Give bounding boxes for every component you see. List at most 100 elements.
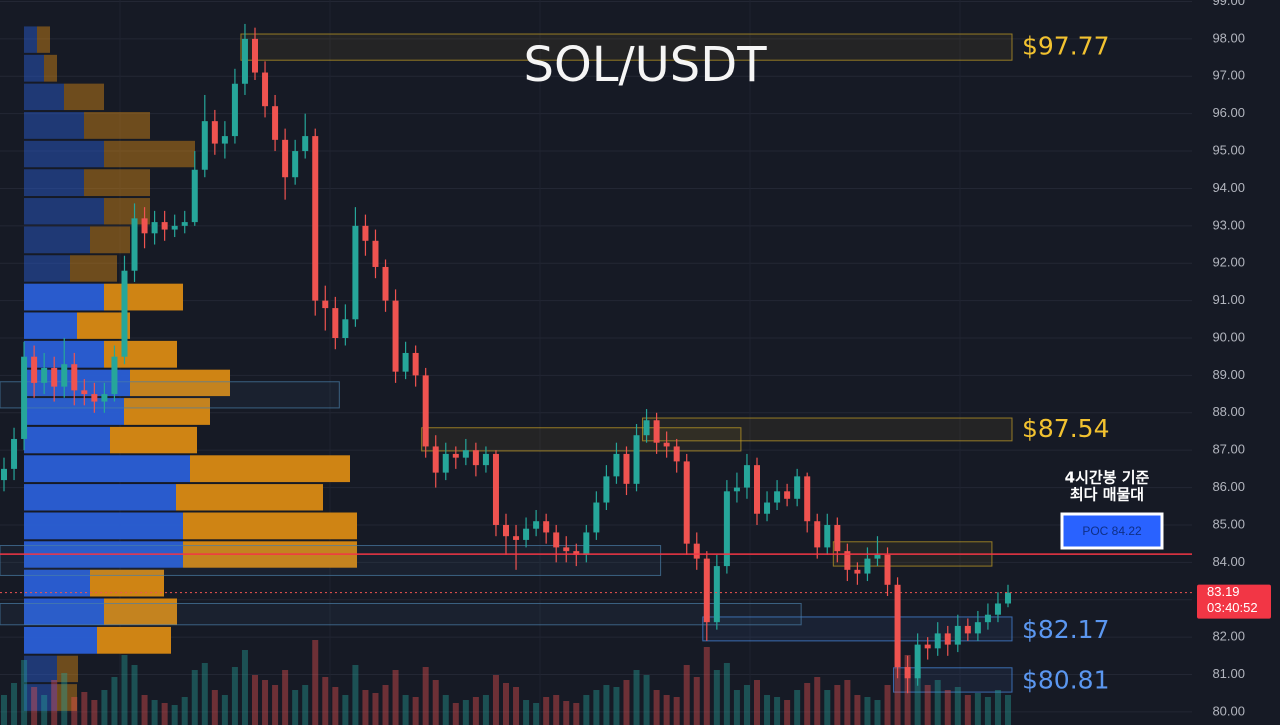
volume-bar [954, 687, 961, 725]
volume-bar [723, 663, 730, 725]
y-tick-label: 94.00 [1212, 180, 1245, 195]
candle-body [41, 367, 48, 383]
zone-box [0, 545, 662, 576]
candle-body [312, 136, 319, 301]
volume-bar [402, 695, 409, 725]
profile-sell [124, 398, 210, 425]
candle-body [713, 566, 720, 623]
profile-sell [104, 283, 183, 311]
volume-bar [352, 665, 359, 725]
candle-body [633, 435, 640, 484]
candle-body [1, 468, 7, 481]
volume-bar [994, 690, 1001, 725]
volume-bar [864, 697, 871, 725]
profile-buy [24, 426, 110, 454]
candle-body [302, 136, 309, 152]
zone-label: $87.54 [1022, 414, 1109, 443]
candle-body [743, 465, 750, 488]
volume-bar [794, 690, 801, 725]
profile-buy [24, 226, 90, 254]
volume-bar [221, 695, 228, 725]
volume-bar [784, 700, 791, 725]
zone-box [893, 667, 1013, 693]
candle-body [804, 476, 811, 522]
candle-body [412, 352, 419, 376]
candle-body [553, 532, 560, 548]
candle-body [693, 543, 700, 559]
profile-buy [24, 455, 190, 483]
volume-bar [252, 675, 258, 725]
profile-sell [110, 426, 197, 454]
candle-body [844, 551, 851, 570]
profile-sell [190, 455, 350, 483]
volume-bar [553, 695, 560, 725]
profile-sell [130, 369, 230, 397]
volume-bar [292, 690, 299, 725]
volume-bar [332, 687, 339, 725]
volume-bar [563, 701, 570, 725]
volume-bar [663, 695, 670, 725]
y-tick-label: 85.00 [1212, 516, 1245, 531]
candle-body [543, 521, 550, 533]
volume-bar [653, 690, 660, 725]
y-tick-label: 88.00 [1212, 404, 1245, 419]
profile-sell [90, 226, 130, 254]
candle-body [864, 558, 871, 574]
candle-body [392, 300, 399, 372]
volume-bar [733, 690, 740, 725]
candle-body [613, 453, 620, 477]
candle-body [573, 551, 580, 555]
zone-label: $97.77 [1022, 31, 1109, 60]
y-tick-label: 90.00 [1212, 329, 1245, 344]
profile-buy [24, 484, 176, 511]
volume-bar [944, 690, 951, 725]
candle-body [904, 667, 911, 679]
volume-bar [673, 697, 680, 725]
candle-body [703, 558, 710, 623]
chart-title: SOL/USDT [523, 37, 767, 93]
volume-bar [523, 700, 530, 725]
profile-buy [24, 255, 70, 282]
volume-bar [141, 695, 148, 725]
candle-body [181, 222, 188, 226]
volume-bar [533, 703, 540, 725]
profile-buy [24, 598, 104, 625]
candle-body [171, 225, 178, 230]
candle-body [663, 442, 670, 447]
candle-body [81, 390, 88, 395]
candle-body [462, 450, 469, 458]
current-price-label: 83.19 [1207, 584, 1240, 599]
candle-body [352, 225, 359, 320]
candle-body [472, 450, 479, 466]
volume-bar [854, 695, 861, 725]
candle-body [452, 453, 459, 458]
volume-bar [231, 667, 238, 725]
profile-sell [64, 83, 104, 111]
candle-body [653, 420, 660, 443]
volume-bar [201, 663, 208, 725]
candle-body [854, 569, 861, 574]
profile-buy [24, 112, 84, 139]
volume-bar [693, 677, 700, 725]
candle-body [91, 394, 98, 402]
volume-bar [804, 683, 811, 725]
profile-buy [24, 54, 44, 82]
volume-bar [392, 670, 399, 725]
volume-bar [824, 690, 831, 725]
volume-bar [603, 685, 610, 725]
volume-bar [171, 705, 178, 725]
volume-bar [71, 697, 78, 725]
candle-body [563, 547, 570, 552]
y-tick-label: 98.00 [1212, 30, 1245, 45]
volume-bar [21, 660, 28, 725]
volume-bar [1005, 695, 1011, 725]
candle-body [71, 364, 78, 391]
candle-body [994, 603, 1001, 615]
profile-buy [24, 684, 57, 711]
volume-bar [583, 695, 590, 725]
volume-bar [774, 697, 781, 725]
y-tick-label: 81.00 [1212, 666, 1245, 681]
volume-bar [382, 685, 389, 725]
candle-body [131, 218, 138, 271]
y-tick-label: 93.00 [1212, 217, 1245, 232]
